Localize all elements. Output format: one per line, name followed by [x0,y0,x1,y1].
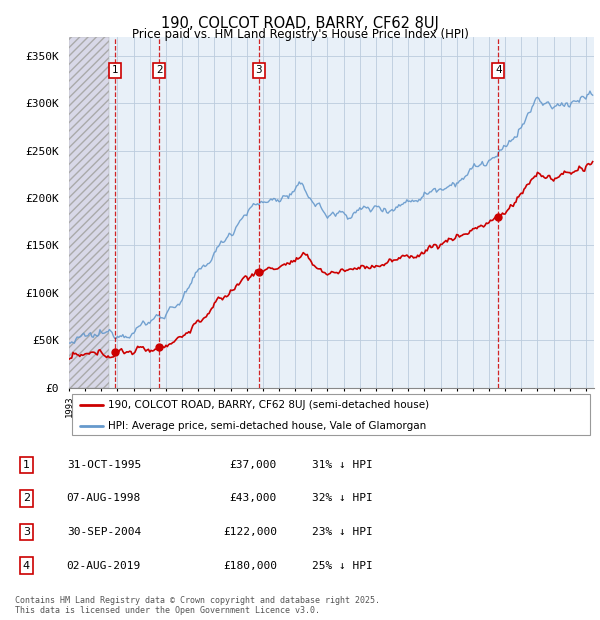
Text: £43,000: £43,000 [230,494,277,503]
Text: Contains HM Land Registry data © Crown copyright and database right 2025.
This d: Contains HM Land Registry data © Crown c… [15,596,380,615]
Text: HPI: Average price, semi-detached house, Vale of Glamorgan: HPI: Average price, semi-detached house,… [109,421,427,431]
Text: 2: 2 [23,494,30,503]
Text: 1: 1 [112,66,118,76]
Text: 23% ↓ HPI: 23% ↓ HPI [311,527,372,537]
Text: 1: 1 [23,460,30,470]
Text: 190, COLCOT ROAD, BARRY, CF62 8UJ (semi-detached house): 190, COLCOT ROAD, BARRY, CF62 8UJ (semi-… [109,400,430,410]
Text: £37,000: £37,000 [230,460,277,470]
Text: £180,000: £180,000 [223,560,277,570]
Text: 25% ↓ HPI: 25% ↓ HPI [311,560,372,570]
Text: 3: 3 [256,66,262,76]
Text: 4: 4 [495,66,502,76]
Bar [69,37,109,387]
Text: 3: 3 [23,527,30,537]
Text: 07-AUG-1998: 07-AUG-1998 [67,494,141,503]
Text: 30-SEP-2004: 30-SEP-2004 [67,527,141,537]
Text: 31% ↓ HPI: 31% ↓ HPI [311,460,372,470]
Text: 31-OCT-1995: 31-OCT-1995 [67,460,141,470]
Text: 4: 4 [23,560,30,570]
Text: 190, COLCOT ROAD, BARRY, CF62 8UJ: 190, COLCOT ROAD, BARRY, CF62 8UJ [161,16,439,31]
Text: 32% ↓ HPI: 32% ↓ HPI [311,494,372,503]
Text: £122,000: £122,000 [223,527,277,537]
FancyBboxPatch shape [71,394,590,435]
Text: 2: 2 [156,66,163,76]
Text: Price paid vs. HM Land Registry's House Price Index (HPI): Price paid vs. HM Land Registry's House … [131,28,469,41]
Text: 02-AUG-2019: 02-AUG-2019 [67,560,141,570]
